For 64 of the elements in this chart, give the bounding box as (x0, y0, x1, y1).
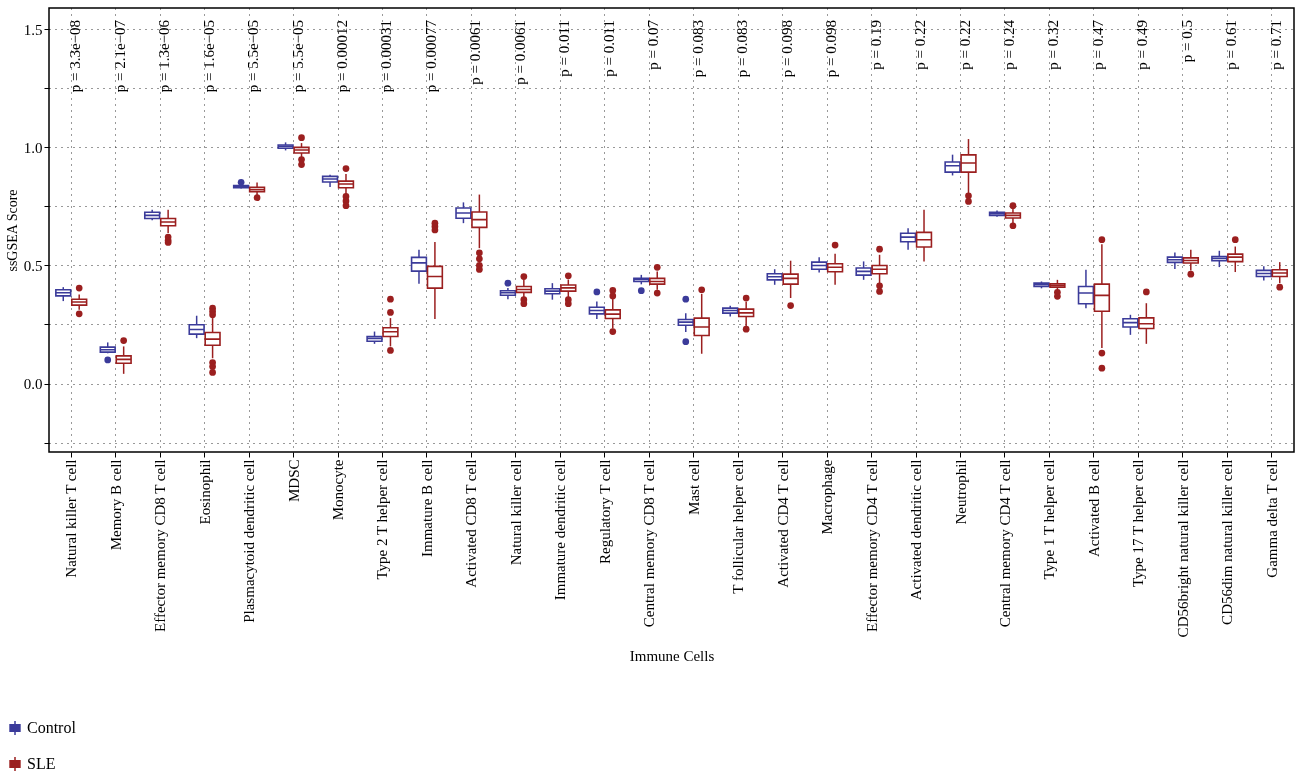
annotation: p = 0.098 (823, 20, 840, 78)
annotation: p = 3.3e−08 (67, 20, 84, 93)
annotation: p = 0.00077 (422, 19, 439, 93)
annotation: p = 0.47 (1089, 19, 1106, 70)
x-tick-label: Neutrophil (952, 459, 969, 525)
x-tick-label: MDSC (285, 459, 302, 503)
annotation: p = 0.098 (778, 20, 795, 78)
x-tick-label: Eosinophil (196, 459, 213, 525)
x-tick-label: Regulatory T cell (596, 459, 613, 564)
x-tick-label: Type 2 T helper cell (374, 459, 391, 580)
x-tick-label: Activated CD8 T cell (463, 459, 480, 588)
x-tick-label: Effector memory CD8 T cell (152, 459, 169, 632)
annotation: p = 0.71 (1267, 20, 1284, 70)
x-tick-label: Activated CD4 T cell (774, 459, 791, 588)
x-tick-label: Memory B cell (107, 459, 124, 551)
annotation: p = 0.011 (600, 20, 617, 77)
annotation: p = 1.3e−06 (156, 19, 173, 93)
x-tick-label: Monocyte (330, 459, 347, 521)
annotation: p = 0.61 (1223, 20, 1240, 70)
x-tick-label: Type 17 T helper cell (1130, 459, 1147, 588)
annotation: p = 0.00012 (334, 20, 351, 93)
y-axis-title: ssGSEA Score (4, 189, 20, 272)
annotation: p = 0.07 (645, 19, 662, 70)
x-tick-label: Activated dendritic cell (908, 459, 925, 601)
x-axis-title: Immune Cells (629, 648, 715, 665)
x-tick-label: Plasmacytoid dendritic cell (241, 459, 258, 623)
y-tick-label: 0.5 (23, 257, 43, 274)
y-tick-label: 0.0 (23, 376, 43, 393)
annotation: p = 0.22 (956, 20, 973, 70)
x-tick-label: Immature B cell (418, 459, 435, 557)
annotation: p = 0.0061 (467, 20, 484, 85)
annotation: p = 0.5 (1178, 20, 1195, 63)
annotation: p = 0.0061 (511, 20, 528, 85)
x-tick-label: Gamma delta T cell (1263, 459, 1280, 578)
x-tick-label: T follicular helper cell (730, 459, 747, 594)
x-tick-label: Type 1 T helper cell (1041, 459, 1058, 580)
x-tick-label: CD56bright natural killer cell (1174, 459, 1191, 638)
annotation: p = 0.19 (867, 20, 884, 70)
y-tick-label: 1.5 (23, 21, 43, 38)
legend-label: SLE (27, 755, 56, 772)
x-tick-label: Central memory CD4 T cell (996, 459, 1013, 628)
x-tick-label: Immature dendritic cell (552, 459, 569, 601)
x-tick-label: Macrophage (819, 459, 836, 535)
x-tick-label: Natural killer T cell (63, 459, 80, 578)
x-tick-label: Effector memory CD4 T cell (863, 459, 880, 632)
annotation: p = 0.24 (1000, 19, 1017, 70)
annotation: p = 0.083 (689, 20, 706, 78)
x-tick-label: Central memory CD8 T cell (641, 459, 658, 628)
annotation: p = 0.32 (1045, 20, 1062, 70)
x-tick-label: CD56dim natural killer cell (1219, 459, 1236, 625)
annotation: p = 0.00031 (378, 20, 395, 93)
y-tick-label: 1.0 (23, 139, 43, 156)
annotation: p = 2.1e−07 (111, 19, 128, 93)
x-tick-label: Mast cell (685, 459, 702, 515)
x-tick-label: Natural killer cell (507, 459, 524, 566)
annotation: p = 5.5e−05 (289, 20, 306, 93)
annotation: p = 0.083 (734, 20, 751, 78)
annotation: p = 5.5e−05 (245, 20, 262, 93)
annotation: p = 1.6e−05 (200, 20, 217, 93)
annotation: p = 0.011 (556, 20, 573, 77)
annotation: p = 0.49 (1134, 20, 1151, 70)
legend-label: Control (27, 719, 77, 736)
x-tick-label: Activated B cell (1085, 459, 1102, 557)
annotation: p = 0.22 (912, 20, 929, 70)
